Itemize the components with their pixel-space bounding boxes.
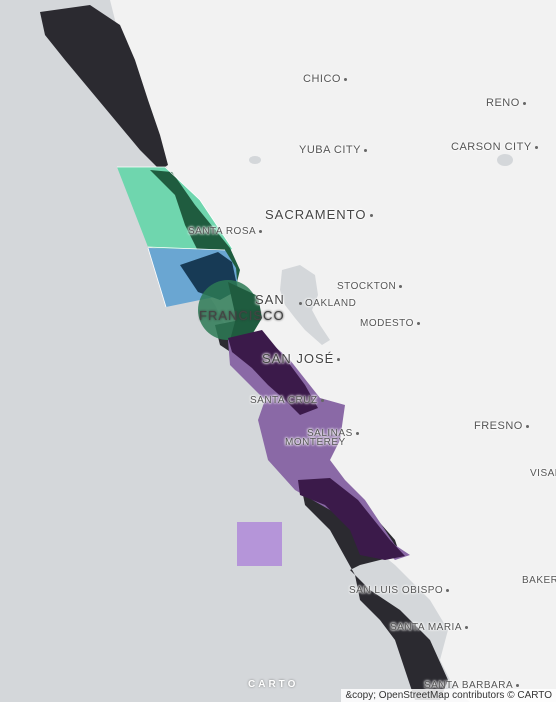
city-oakland: OAKLAND	[299, 298, 356, 309]
map-attribution[interactable]: &copy; OpenStreetMap contributors © CART…	[341, 689, 556, 702]
city-salinas: SALINAS	[307, 428, 359, 439]
city-fresno: FRESNO	[474, 420, 529, 432]
zone-dark-purple-north	[228, 330, 318, 415]
city-santa-cruz: SANTA CRUZ	[250, 395, 324, 406]
zone-dark-purple-south	[298, 478, 405, 560]
zone-sf-dark	[228, 282, 262, 340]
lake	[249, 156, 261, 164]
city-san: SAN	[255, 292, 285, 307]
carto-logo: CARTO	[248, 679, 299, 690]
city-san-luis-obispo: SAN LUIS OBISPO	[349, 585, 450, 596]
city-reno: RENO	[486, 97, 526, 109]
city-francisco: FRANCISCO	[199, 308, 285, 323]
city-santa-maria: SANTA MARIA	[390, 622, 468, 633]
city-san-jose: SAN JOSÉ	[262, 351, 341, 366]
city-carson-city: CARSON CITY	[451, 141, 538, 153]
city-stockton: STOCKTON	[337, 281, 403, 292]
land-mass	[110, 0, 556, 702]
city-chico: CHICO	[303, 73, 347, 85]
zone-light-purple-square	[237, 522, 282, 566]
sf-bay	[280, 265, 330, 345]
city-santa-barbara: SANTA BARBARA	[424, 680, 520, 691]
zone-outline	[117, 166, 233, 308]
zone-black-north	[40, 5, 168, 170]
city-sacramento: SACRAMENTO	[265, 207, 373, 222]
city-modesto: MODESTO	[360, 318, 420, 329]
zone-medium-purple	[228, 335, 410, 560]
city-bakersfield: BAKER	[522, 575, 556, 586]
city-monterey: MONTEREY	[285, 437, 346, 448]
city-visalia: VISAL	[530, 468, 556, 479]
lake	[497, 154, 513, 166]
city-yuba-city: YUBA CITY	[299, 144, 367, 156]
city-santa-rosa: SANTA ROSA	[188, 226, 263, 237]
zone-black-south	[300, 475, 448, 700]
